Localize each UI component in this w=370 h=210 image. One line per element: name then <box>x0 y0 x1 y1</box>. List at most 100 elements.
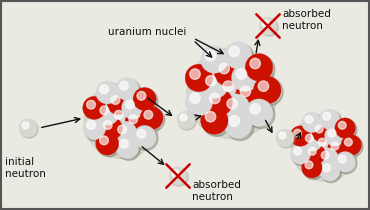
Circle shape <box>247 56 275 83</box>
Circle shape <box>115 123 139 146</box>
Circle shape <box>236 69 247 79</box>
Circle shape <box>256 78 283 106</box>
Circle shape <box>190 93 200 104</box>
Circle shape <box>338 121 346 129</box>
Circle shape <box>260 18 278 36</box>
Circle shape <box>178 112 196 130</box>
Circle shape <box>338 155 346 163</box>
Circle shape <box>220 78 248 106</box>
Circle shape <box>253 76 281 104</box>
Circle shape <box>97 83 121 106</box>
Circle shape <box>292 127 312 148</box>
Circle shape <box>224 96 252 123</box>
Circle shape <box>206 76 216 86</box>
Circle shape <box>133 125 156 148</box>
Circle shape <box>216 61 244 88</box>
Circle shape <box>177 111 195 129</box>
Circle shape <box>335 152 355 172</box>
Circle shape <box>142 108 165 131</box>
Circle shape <box>100 106 109 115</box>
Circle shape <box>185 64 213 92</box>
Circle shape <box>96 102 119 125</box>
Circle shape <box>122 96 145 119</box>
Circle shape <box>83 117 106 140</box>
Circle shape <box>203 109 230 136</box>
Circle shape <box>319 109 340 129</box>
Circle shape <box>328 129 336 137</box>
Circle shape <box>290 144 310 164</box>
Circle shape <box>100 117 122 140</box>
Circle shape <box>87 100 95 109</box>
Circle shape <box>203 73 231 101</box>
Circle shape <box>305 134 313 142</box>
Circle shape <box>303 114 324 134</box>
Circle shape <box>245 99 273 126</box>
Circle shape <box>279 132 286 139</box>
Circle shape <box>127 113 150 136</box>
Circle shape <box>115 77 139 100</box>
Circle shape <box>331 142 339 150</box>
Circle shape <box>169 167 187 185</box>
Circle shape <box>290 126 310 146</box>
Circle shape <box>187 90 215 118</box>
Circle shape <box>329 140 350 161</box>
Circle shape <box>315 125 323 133</box>
Circle shape <box>258 81 269 91</box>
Circle shape <box>101 118 124 142</box>
Circle shape <box>319 161 340 181</box>
Circle shape <box>292 114 359 181</box>
Circle shape <box>308 147 316 155</box>
Circle shape <box>293 147 302 155</box>
Circle shape <box>170 168 188 186</box>
Circle shape <box>83 96 106 119</box>
Circle shape <box>318 138 326 146</box>
Circle shape <box>323 164 330 172</box>
Circle shape <box>240 86 250 97</box>
Circle shape <box>203 48 230 75</box>
Circle shape <box>318 148 338 168</box>
Circle shape <box>223 81 233 91</box>
Circle shape <box>100 136 108 145</box>
Circle shape <box>326 127 347 148</box>
Circle shape <box>111 96 120 104</box>
Circle shape <box>218 76 246 104</box>
Circle shape <box>22 122 29 129</box>
Circle shape <box>232 64 259 92</box>
Circle shape <box>120 81 128 90</box>
Circle shape <box>84 98 108 121</box>
Circle shape <box>226 44 254 71</box>
Circle shape <box>205 50 216 61</box>
Circle shape <box>187 66 215 94</box>
Circle shape <box>250 104 260 114</box>
Circle shape <box>135 127 158 150</box>
Circle shape <box>109 93 132 117</box>
Circle shape <box>214 59 242 86</box>
Circle shape <box>245 54 273 81</box>
Circle shape <box>125 111 148 134</box>
Circle shape <box>341 135 361 155</box>
Circle shape <box>205 88 232 116</box>
Circle shape <box>336 153 357 174</box>
Circle shape <box>137 129 146 138</box>
Circle shape <box>172 170 179 177</box>
Circle shape <box>207 91 235 118</box>
Circle shape <box>250 58 260 69</box>
Circle shape <box>247 101 275 129</box>
Circle shape <box>303 159 324 180</box>
Circle shape <box>205 112 216 122</box>
Circle shape <box>98 104 121 127</box>
Circle shape <box>335 118 355 138</box>
Circle shape <box>190 69 200 79</box>
Circle shape <box>305 161 313 169</box>
Circle shape <box>302 158 322 178</box>
Circle shape <box>229 46 239 57</box>
Circle shape <box>137 91 146 100</box>
Circle shape <box>226 113 254 140</box>
Circle shape <box>305 144 325 164</box>
Circle shape <box>180 114 187 121</box>
Circle shape <box>229 116 239 126</box>
Circle shape <box>224 42 252 69</box>
Text: absorbed
neutron: absorbed neutron <box>192 180 241 202</box>
Circle shape <box>144 110 153 119</box>
Circle shape <box>112 108 135 131</box>
